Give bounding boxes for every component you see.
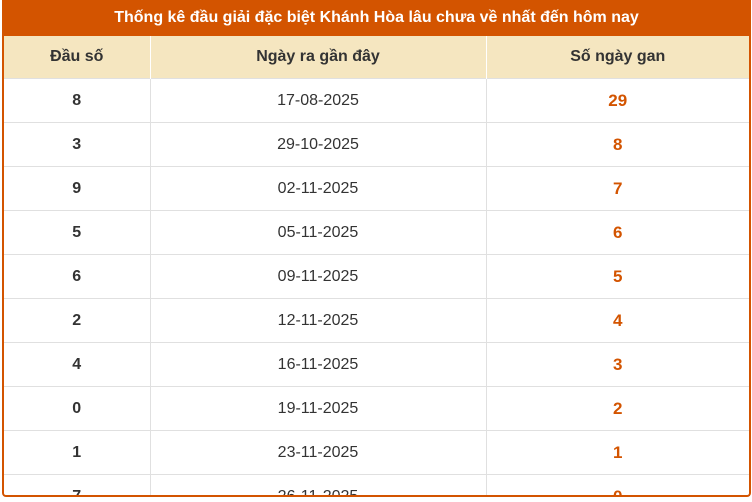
table-row: 1 23-11-2025 1	[4, 430, 749, 475]
date-cell: 12-11-2025	[150, 298, 487, 343]
table-row: 5 05-11-2025 6	[4, 210, 749, 255]
dau-so-cell: 8	[4, 78, 151, 123]
dau-so-cell: 4	[4, 342, 151, 387]
gan-cell: 4	[486, 298, 749, 343]
gan-cell: 7	[486, 166, 749, 211]
gan-cell: 3	[486, 342, 749, 387]
dau-so-cell: 7	[4, 474, 151, 495]
dau-so-cell: 0	[4, 386, 151, 431]
table-row: 3 29-10-2025 8	[4, 122, 749, 167]
table-row: 8 17-08-2025 29	[4, 78, 749, 123]
date-cell: 17-08-2025	[150, 78, 487, 123]
dau-so-cell: 6	[4, 254, 151, 299]
gan-cell: 5	[486, 254, 749, 299]
gan-cell: 2	[486, 386, 749, 431]
date-cell: 23-11-2025	[150, 430, 487, 475]
dau-so-cell: 1	[4, 430, 151, 475]
date-cell: 02-11-2025	[150, 166, 487, 211]
table-row: 9 02-11-2025 7	[4, 166, 749, 211]
table-row: 0 19-11-2025 2	[4, 386, 749, 431]
date-cell: 29-10-2025	[150, 122, 487, 167]
gan-cell: 8	[486, 122, 749, 167]
gan-cell: 0	[486, 474, 749, 495]
table-row: 6 09-11-2025 5	[4, 254, 749, 299]
col-header-ngay-ra: Ngày ra gần đây	[150, 36, 487, 79]
stats-table: Đầu số Ngày ra gần đây Số ngày gan 8 17-0…	[4, 36, 749, 495]
dau-so-cell: 5	[4, 210, 151, 255]
table-row: 7 26-11-2025 0	[4, 474, 749, 495]
date-cell: 05-11-2025	[150, 210, 487, 255]
col-header-dau-so: Đầu số	[4, 36, 151, 79]
table-row: 2 12-11-2025 4	[4, 298, 749, 343]
date-cell: 19-11-2025	[150, 386, 487, 431]
gan-cell: 29	[486, 78, 749, 123]
col-header-so-ngay-gan: Số ngày gan	[486, 36, 749, 79]
panel-title: Thống kê đầu giải đặc biệt Khánh Hòa lâu…	[4, 0, 749, 36]
date-cell: 09-11-2025	[150, 254, 487, 299]
date-cell: 16-11-2025	[150, 342, 487, 387]
dau-so-cell: 9	[4, 166, 151, 211]
gan-cell: 6	[486, 210, 749, 255]
dau-so-cell: 3	[4, 122, 151, 167]
date-cell: 26-11-2025	[150, 474, 487, 495]
gan-cell: 1	[486, 430, 749, 475]
table-row: 4 16-11-2025 3	[4, 342, 749, 387]
table-header-row: Đầu số Ngày ra gần đây Số ngày gan	[4, 36, 749, 79]
dau-so-cell: 2	[4, 298, 151, 343]
